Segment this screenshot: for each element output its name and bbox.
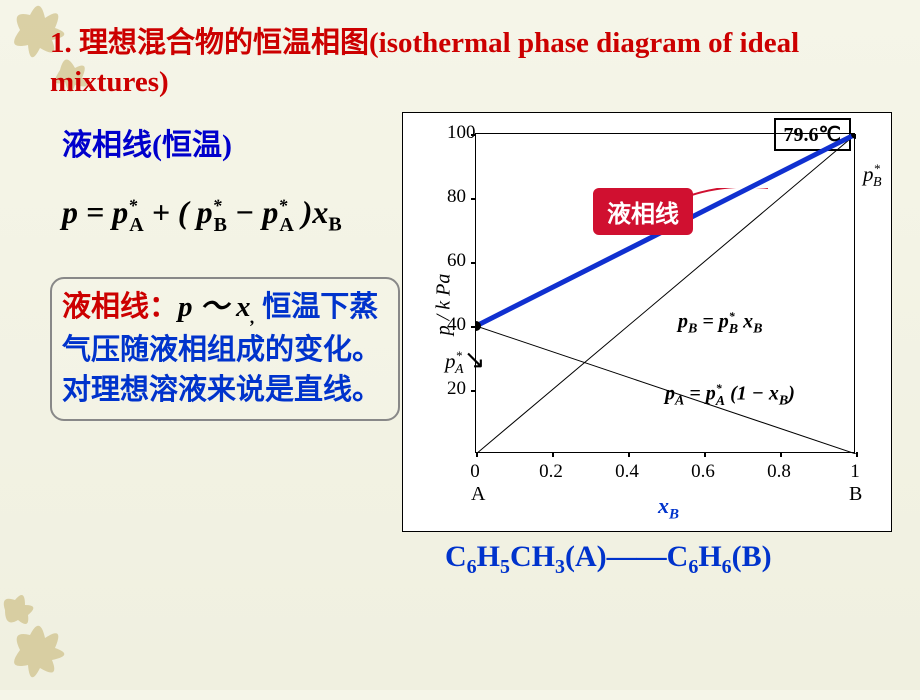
- compound-formula: C6H5CH3(A)——C6H6(B): [445, 540, 772, 579]
- y-tick: 40: [447, 314, 466, 336]
- chart-lines: [476, 134, 856, 454]
- pB-star-label: p*B: [863, 161, 882, 191]
- x-tick: 1: [850, 461, 860, 483]
- x-tick: 0.8: [767, 461, 791, 483]
- y-tick: 100: [447, 122, 476, 144]
- x-label-left: A: [471, 483, 485, 506]
- chart-plot-area: [475, 133, 855, 453]
- x-tick: 0.2: [539, 461, 563, 483]
- x-label-right: B: [849, 483, 862, 506]
- info-relation: p ～ x,: [178, 291, 255, 323]
- phase-diagram-chart: 79.6℃ p / k Pa 100 80 60 40 20 0 0.2 0.4…: [402, 112, 892, 532]
- callout-connector: [683, 188, 803, 228]
- page-title: 1. 理想混合物的恒温相图(isothermal phase diagram o…: [50, 24, 890, 102]
- x-tick: 0.4: [615, 461, 639, 483]
- info-box: 液相线：p ～ x, 恒温下蒸气压随液相组成的变化。对理想溶液来说是直线。: [50, 277, 400, 421]
- x-axis-label: xB: [658, 493, 679, 523]
- x-tick: 0.6: [691, 461, 715, 483]
- info-label: 液相线：: [62, 291, 178, 323]
- y-tick: 60: [447, 250, 466, 272]
- y-tick: 80: [447, 186, 466, 208]
- x-tick: 0: [470, 461, 480, 483]
- y-tick: 20: [447, 378, 466, 400]
- corner-decoration-bottom: [0, 580, 110, 700]
- liquid-line-callout: 液相线: [593, 188, 693, 235]
